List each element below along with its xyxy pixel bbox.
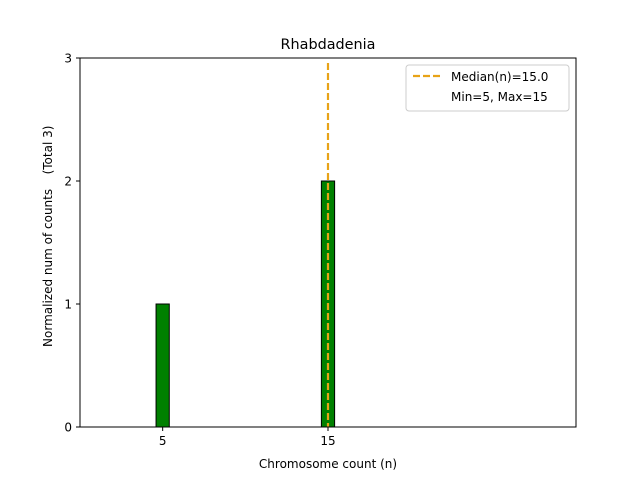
legend-box: [405, 64, 570, 112]
x-tick-label-5: 5: [159, 434, 167, 448]
bar-5: [155, 303, 170, 428]
chart-title: Rhabdadenia: [281, 37, 376, 53]
x-tick-label-15: 15: [320, 434, 335, 448]
plot-area: [155, 63, 336, 428]
legend-range-label: Min=5, Max=15: [451, 90, 548, 104]
x-axis-label: Chromosome count (n): [259, 457, 397, 471]
legend-median-label: Median(n)=15.0: [451, 70, 548, 84]
y-axis-label-total: (Total 3): [41, 126, 55, 175]
legend: Median(n)=15.0 Min=5, Max=15: [405, 64, 570, 112]
axes: 5 15 0 1 2 3: [64, 52, 577, 448]
y-axis-label: Normalized num of counts (Total 3): [41, 126, 55, 347]
y-tick-label-0: 0: [64, 421, 72, 435]
y-tick-label-3: 3: [64, 52, 72, 66]
y-axis-label-main: Normalized num of counts: [41, 189, 55, 347]
y-tick-label-2: 2: [64, 175, 72, 189]
y-tick-label-1: 1: [64, 298, 72, 312]
